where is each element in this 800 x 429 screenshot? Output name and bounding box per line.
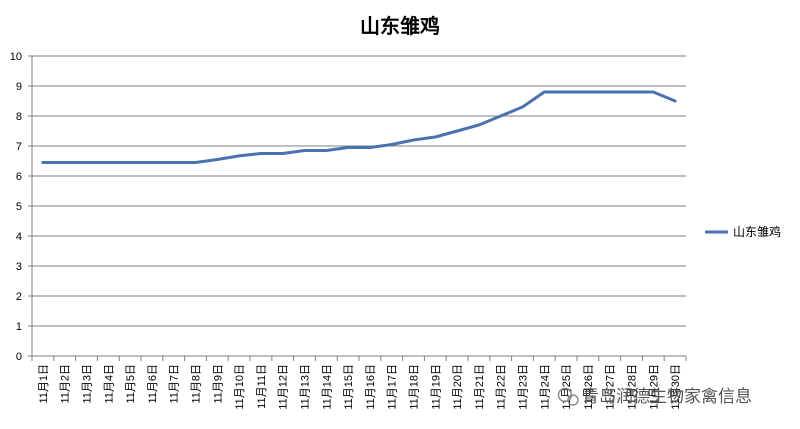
y-tick-label: 5 [16, 201, 22, 213]
y-tick-label: 6 [16, 171, 22, 183]
x-tick-label: 11月15日 [343, 364, 355, 410]
y-tick-label: 10 [10, 51, 22, 63]
y-tick-label: 7 [16, 141, 22, 153]
x-tick-label: 11月25日 [561, 364, 573, 410]
x-tick-label: 11月4日 [103, 364, 115, 404]
x-tick-label: 11月20日 [452, 364, 464, 410]
legend: 山东雏鸡 [705, 224, 781, 239]
x-tick-label: 11月14日 [321, 364, 333, 410]
legend-label: 山东雏鸡 [733, 224, 781, 239]
chart-title: 山东雏鸡 [360, 14, 440, 38]
x-tick-label: 11月8日 [191, 364, 203, 404]
y-tick-label: 0 [16, 351, 22, 363]
watermark: 青岛润德生物家禽信息 [557, 387, 752, 407]
x-tick-label: 11月26日 [583, 364, 595, 410]
x-axis-ticks: 11月1日 11月2日 11月3日 11月4日 11月5日 11月6日 11月7日 11月8日… [38, 364, 682, 410]
y-tick-label: 1 [16, 321, 22, 333]
x-tick-label: 11月24日 [539, 364, 551, 410]
x-tick-label: 11月18日 [409, 364, 421, 410]
x-tick-label: 11月17日 [387, 364, 399, 410]
series-line [41, 90, 677, 164]
y-tick-label: 2 [16, 291, 22, 303]
x-tick-label: 11月13日 [300, 364, 312, 410]
x-tick-label: 11月19日 [430, 364, 442, 410]
series-layer [41, 90, 677, 164]
x-tick-label: 11月28日 [627, 364, 639, 410]
x-tick-label: 11月22日 [496, 364, 508, 410]
x-tick-label: 11月16日 [365, 364, 377, 410]
y-tick-label: 3 [16, 261, 22, 273]
x-tick-label: 11月9日 [212, 364, 224, 404]
x-tick-label: 11月12日 [278, 364, 290, 410]
y-tick-label: 8 [16, 111, 22, 123]
axes [28, 55, 687, 361]
x-tick-label: 11月29日 [648, 364, 660, 410]
x-tick-label: 11月1日 [38, 364, 50, 404]
y-tick-label: 9 [16, 81, 22, 93]
watermark-text: 青岛润德生物家禽信息 [582, 387, 752, 407]
x-tick-label: 11月30日 [670, 364, 682, 410]
x-tick-label: 11月27日 [605, 364, 617, 410]
x-tick-label: 11月23日 [518, 364, 530, 410]
y-axis-ticks: 0 1 2 3 4 5 6 7 8 9 10 [10, 51, 22, 363]
x-tick-label: 11月10日 [234, 364, 246, 410]
wechat-icon [557, 387, 579, 406]
x-tick-label: 11月6日 [147, 364, 159, 404]
x-tick-label: 11月21日 [474, 364, 486, 410]
gridlines [32, 55, 686, 327]
x-tick-label: 11月7日 [169, 364, 181, 404]
x-tick-label: 11月3日 [82, 364, 94, 404]
x-tick-label: 11月5日 [125, 364, 137, 404]
x-tick-label: 11月11日 [256, 364, 268, 409]
y-tick-label: 4 [16, 231, 22, 243]
x-tick-label: 11月2日 [60, 364, 72, 404]
